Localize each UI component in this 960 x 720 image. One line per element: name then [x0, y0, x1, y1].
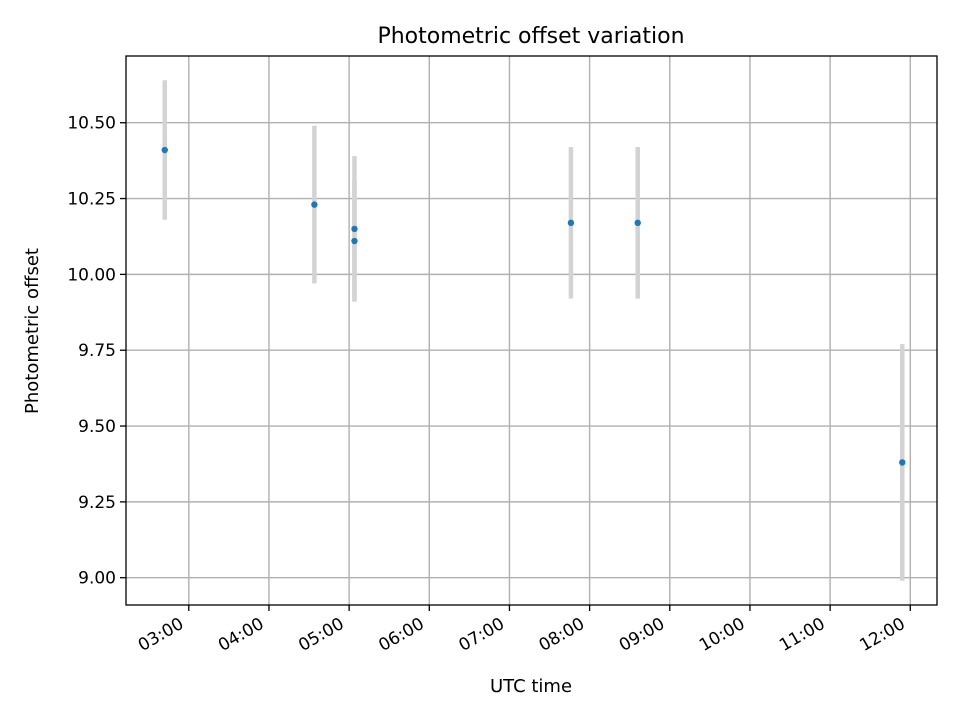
data-point-6 [899, 459, 906, 466]
x-axis-label: UTC time [490, 676, 572, 697]
y-tick-label-0: 9.00 [78, 569, 116, 589]
y-axis-ticks: 9.00 9.25 9.50 9.75 10.00 10.25 10.50 [67, 114, 126, 589]
data-point-5 [634, 219, 641, 227]
data-point-1 [311, 201, 318, 208]
data-point-4 [567, 219, 575, 227]
chart-title: Photometric offset variation [377, 24, 684, 49]
y-tick-label-3: 9.75 [78, 341, 116, 361]
y-tick-label-4: 10.00 [67, 265, 116, 285]
data-point-3 [351, 237, 358, 245]
data-point-2 [351, 225, 358, 233]
y-axis-label: Photometric offset [22, 248, 43, 414]
data-point-0 [161, 146, 168, 154]
y-tick-label-6: 10.50 [67, 114, 116, 134]
y-tick-label-1: 9.25 [78, 493, 116, 513]
plot-frame [125, 55, 938, 606]
data-points [161, 146, 906, 466]
grid-lines [126, 56, 937, 605]
y-tick-label-2: 9.50 [78, 417, 116, 437]
y-tick-label-5: 10.25 [67, 190, 116, 210]
